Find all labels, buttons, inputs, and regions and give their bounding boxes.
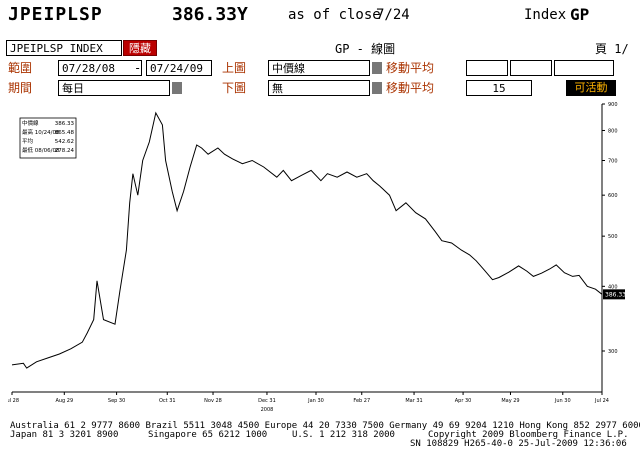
upper-chart-dropdown-icon[interactable] xyxy=(372,62,382,74)
x-tick-label: Jul 28 xyxy=(8,398,19,404)
x-tick-label: Apr 30 xyxy=(455,398,472,404)
legend-row-value: 865.48 xyxy=(55,130,75,136)
footer-singapore: Singapore 65 6212 1000 xyxy=(148,430,268,440)
legend-row-label: 最高 10/24/08 xyxy=(22,128,60,136)
as-of-label: as of close xyxy=(288,7,381,23)
security-field[interactable]: JPEIPLSP INDEX xyxy=(6,40,122,56)
page-indicator: 頁 1/ xyxy=(595,42,629,56)
last-value-tag xyxy=(603,289,625,300)
price-line xyxy=(11,111,603,369)
legend-row-label: 平均 xyxy=(22,137,34,145)
index-label: Index xyxy=(524,7,567,23)
legend-row-value: 278.24 xyxy=(55,148,75,154)
legend-box xyxy=(19,117,77,159)
y-tick-label: 900 xyxy=(608,102,618,108)
lower-chart-label: 下圖 xyxy=(222,81,247,95)
legend-row-label: 最低 08/06/08 xyxy=(22,146,60,154)
screen-title: GP - 線圖 xyxy=(335,42,396,56)
start-date-input[interactable]: 07/28/08 xyxy=(58,60,142,76)
x-tick-label: Mar 31 xyxy=(405,398,422,404)
year-label: 2008 xyxy=(261,407,274,413)
lower-chart-dropdown-icon[interactable] xyxy=(372,82,382,94)
moving-avg-input-1a[interactable] xyxy=(466,60,508,76)
footer-japan: Japan 81 3 3201 8900 xyxy=(10,430,119,440)
y-tick-label: 800 xyxy=(608,128,618,134)
y-tick-label: 700 xyxy=(608,159,618,165)
hide-button[interactable]: 隱藏 xyxy=(123,40,157,56)
footer-session: SN 108829 H265-40-0 25-Jul-2009 12:36:06 xyxy=(410,439,627,449)
last-price: 386.33Y xyxy=(172,4,248,25)
moving-avg-input-2[interactable]: 15 xyxy=(466,80,532,96)
x-tick-label: Sep 30 xyxy=(108,398,125,404)
period-dropdown-icon[interactable] xyxy=(172,82,182,94)
last-value-label: 386.33 xyxy=(605,291,626,298)
x-tick-label: Jun 30 xyxy=(554,398,571,404)
x-tick-label: Jan 30 xyxy=(307,398,324,404)
end-date-input[interactable]: 07/24/09 xyxy=(146,60,212,76)
period-select[interactable]: 每日 xyxy=(58,80,170,96)
ticker-symbol: JPEIPLSP xyxy=(8,4,103,25)
upper-chart-label: 上圖 xyxy=(222,61,247,75)
x-tick-label: Feb 27 xyxy=(353,398,370,404)
activate-button[interactable]: 可活動 xyxy=(566,80,616,96)
date-dash: - xyxy=(134,61,142,75)
y-tick-label: 400 xyxy=(608,284,618,290)
range-label: 範圍 xyxy=(8,61,33,75)
period-label: 期間 xyxy=(8,81,33,95)
moving-avg-label-2: 移動平均 xyxy=(386,81,435,95)
x-tick-label: Jul 24 xyxy=(594,398,609,404)
moving-avg-input-1c[interactable] xyxy=(554,60,614,76)
lower-chart-select[interactable]: 無 xyxy=(268,80,370,96)
x-tick-label: Aug 29 xyxy=(55,398,73,404)
y-tick-label: 500 xyxy=(608,234,618,240)
as-of-date: 7/24 xyxy=(376,7,410,23)
x-tick-label: May 29 xyxy=(501,398,519,404)
moving-avg-label-1: 移動平均 xyxy=(386,61,435,75)
upper-chart-select[interactable]: 中價線 xyxy=(268,60,370,76)
legend-row-label: 中價線 xyxy=(22,119,39,127)
footer-us: U.S. 1 212 318 2000 xyxy=(292,430,395,440)
y-tick-label: 300 xyxy=(608,349,618,355)
x-tick-label: Oct 31 xyxy=(159,398,176,404)
legend-row-value: 386.33 xyxy=(55,121,75,127)
y-tick-label: 600 xyxy=(608,193,618,199)
x-tick-label: Nov 28 xyxy=(204,398,222,404)
moving-avg-input-1b[interactable] xyxy=(510,60,552,76)
footer-contacts-line1: Australia 61 2 9777 8600 Brazil 5511 304… xyxy=(10,421,640,431)
footer-copyright: Copyright 2009 Bloomberg Finance L.P. xyxy=(428,430,629,440)
x-tick-label: Dec 31 xyxy=(258,398,276,404)
plot-area: Jul 28 Aug 29 Sep 30 Oct 31 Nov 28 Dec 31 Jan … xyxy=(8,102,626,413)
function-code: GP xyxy=(570,5,590,24)
legend-row-value: 542.62 xyxy=(55,139,74,145)
